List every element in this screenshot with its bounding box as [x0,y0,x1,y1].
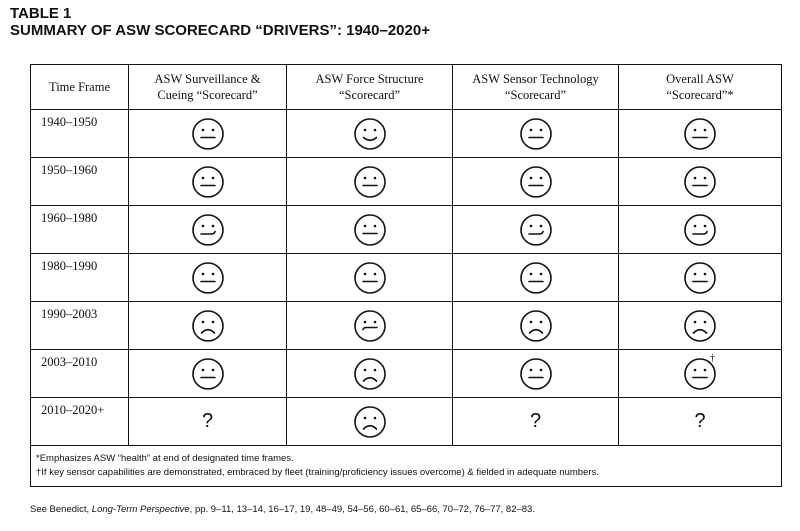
neutral-face-icon [519,261,552,294]
scorecard-cell [452,349,619,398]
neutral-face-icon [191,117,224,150]
scorecard-cell [452,157,619,206]
scorecard-cell [618,157,782,206]
half-smile-face-icon [519,213,552,246]
neutral-face-icon [519,117,552,150]
table-caption: SUMMARY OF ASW SCORECARD “DRIVERS”: 1940… [10,22,430,39]
time-frame-cell: 1990–2003 [30,301,129,350]
scorecard-cell [286,349,453,398]
table-row: 2010–2020+??? [30,397,782,446]
header-sensor-technology: ASW Sensor Technology “Scorecard” [452,64,619,110]
source-citation: See Benedict, Long-Term Perspective, pp.… [30,504,535,515]
scorecard-cell: ? [128,397,287,446]
neutral-face-icon [191,357,224,390]
scorecard-cell [286,205,453,254]
neutral-face-icon [191,165,224,198]
frown-face-icon [684,309,716,342]
scorecard-cell [128,253,287,302]
footnote-asterisk: *Emphasizes ASW “health” at end of desig… [36,453,294,464]
scorecard-cell [452,253,619,302]
scorecard-cell [128,301,287,350]
scorecard-cell [128,109,287,158]
time-frame-cell: 1940–1950 [30,109,129,158]
scorecard-cell [618,109,782,158]
scorecard-cell [128,157,287,206]
scorecard-cell: † [618,349,782,398]
scorecard-cell [286,157,453,206]
neutral-face-icon [684,117,716,150]
table-row: 1960–1980 [30,205,782,254]
scorecard-cell [452,109,619,158]
scorecard-cell [128,205,287,254]
scorecard-cell [286,397,453,446]
header-time-frame: Time Frame [30,64,129,110]
neutral-face-icon [191,261,224,294]
neutral-face-icon [353,165,386,198]
scorecard-cell [286,301,453,350]
table-row: 1950–1960 [30,157,782,206]
time-frame-cell: 2003–2010 [30,349,129,398]
frown-face-icon [353,357,386,390]
header-force-structure: ASW Force Structure “Scorecard” [286,64,453,110]
scorecard-cell [452,301,619,350]
footnote-dagger: †If key sensor capabilities are demonstr… [36,467,599,478]
header-surveillance: ASW Surveillance & Cueing “Scorecard” [128,64,287,110]
scorecard-cell [452,205,619,254]
scorecard-cell [618,253,782,302]
frown-face-icon [353,405,386,438]
half-frown-face-icon [353,309,386,342]
scorecard-cell [286,109,453,158]
time-frame-cell: 1980–1990 [30,253,129,302]
table-row: 2003–2010 † [30,349,782,398]
table-row: 1990–2003 [30,301,782,350]
time-frame-cell: 2010–2020+ [30,397,129,446]
table-number: TABLE 1 [10,5,72,22]
table-row: 1940–1950 [30,109,782,158]
half-smile-face-icon [684,213,716,246]
notes-row: *Emphasizes ASW “health” at end of desig… [30,445,782,487]
table-title: TABLE 1 SUMMARY OF ASW SCORECARD “DRIVER… [10,5,430,39]
header-overall: Overall ASW “Scorecard”* [618,64,782,110]
time-frame-cell: 1950–1960 [30,157,129,206]
scorecard-cell [618,205,782,254]
scorecard-cell: ? [452,397,619,446]
neutral-face-icon [684,165,716,198]
scorecard-cell: ? [618,397,782,446]
frown-face-icon [191,309,224,342]
scorecard-cell [286,253,453,302]
unknown-mark: ? [694,410,706,432]
header-row: Time Frame ASW Surveillance & Cueing “Sco… [30,64,782,110]
unknown-mark: ? [201,410,214,432]
scorecard-table: Time Frame ASW Surveillance & Cueing “Sco… [30,64,782,487]
neutral-face-icon [519,357,552,390]
neutral-face-icon [353,261,386,294]
neutral-face-icon [519,165,552,198]
half-smile-face-icon [191,213,224,246]
dagger-mark: † [710,353,715,364]
footnotes: *Emphasizes ASW “health” at end of desig… [30,445,782,487]
smile-face-icon [353,117,386,150]
time-frame-cell: 1960–1980 [30,205,129,254]
table-row: 1980–1990 [30,253,782,302]
frown-face-icon [519,309,552,342]
neutral-face-icon [684,261,716,294]
scorecard-cell [128,349,287,398]
scorecard-cell [618,301,782,350]
neutral-face-icon [353,213,386,246]
unknown-mark: ? [529,410,542,432]
neutral-face-icon [684,357,716,390]
